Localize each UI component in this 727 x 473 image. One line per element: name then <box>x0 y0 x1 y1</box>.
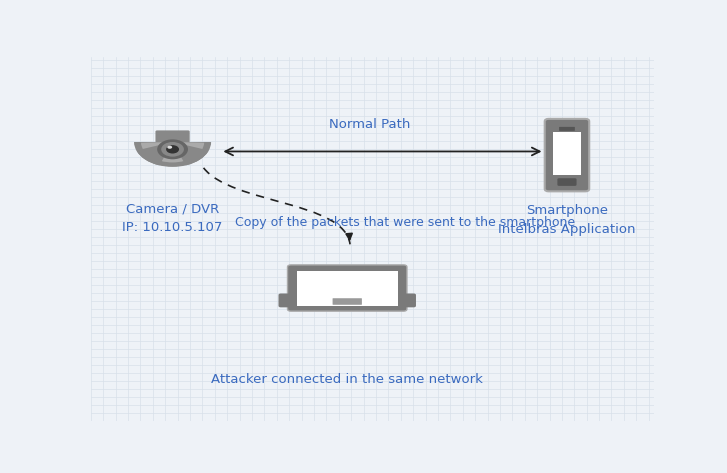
FancyBboxPatch shape <box>559 127 575 131</box>
Circle shape <box>167 146 172 149</box>
Text: Smartphone
Intelbras Application: Smartphone Intelbras Application <box>498 204 635 236</box>
FancyBboxPatch shape <box>558 178 577 186</box>
FancyBboxPatch shape <box>278 293 416 307</box>
Text: Copy of the packets that were sent to the smartphone: Copy of the packets that were sent to th… <box>235 216 574 229</box>
Wedge shape <box>137 142 172 166</box>
Text: Camera / DVR
IP: 10.10.5.107: Camera / DVR IP: 10.10.5.107 <box>122 202 222 235</box>
FancyBboxPatch shape <box>156 131 190 142</box>
Wedge shape <box>141 142 204 162</box>
Wedge shape <box>134 142 211 167</box>
Wedge shape <box>172 142 209 166</box>
Circle shape <box>157 140 188 159</box>
FancyBboxPatch shape <box>553 132 582 175</box>
FancyBboxPatch shape <box>332 298 362 305</box>
Text: Attacker connected in the same network: Attacker connected in the same network <box>212 373 483 385</box>
Text: Normal Path: Normal Path <box>329 118 411 131</box>
Circle shape <box>166 145 179 154</box>
FancyBboxPatch shape <box>287 265 407 311</box>
FancyBboxPatch shape <box>545 119 589 192</box>
FancyBboxPatch shape <box>297 271 398 306</box>
Circle shape <box>161 142 184 157</box>
